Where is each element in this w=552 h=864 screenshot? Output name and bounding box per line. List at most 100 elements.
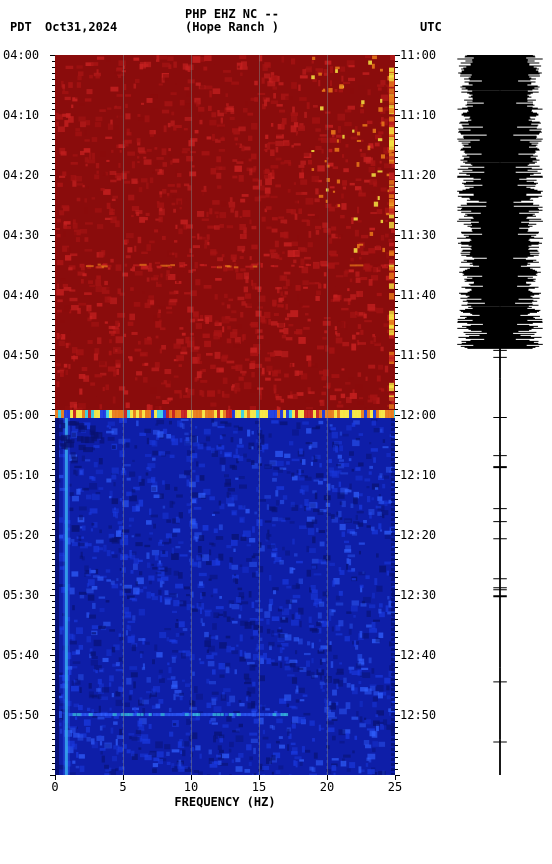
minor-tick	[395, 637, 398, 638]
minor-tick	[395, 691, 398, 692]
minor-tick	[52, 703, 55, 704]
minor-tick	[395, 79, 398, 80]
y-left-tick-label: 05:40	[3, 648, 53, 662]
y-left-tick-label: 04:50	[3, 348, 53, 362]
gridline	[191, 55, 192, 775]
minor-tick	[52, 223, 55, 224]
minor-tick	[395, 163, 398, 164]
minor-tick	[52, 97, 55, 98]
minor-tick	[395, 601, 398, 602]
spectrogram-blue-region	[55, 418, 395, 775]
y-right-tick-label: 12:30	[400, 588, 450, 602]
minor-tick	[395, 283, 398, 284]
minor-tick	[52, 757, 55, 758]
minor-tick	[395, 553, 398, 554]
minor-tick	[395, 547, 398, 548]
minor-tick	[52, 265, 55, 266]
minor-tick	[52, 727, 55, 728]
minor-tick	[395, 193, 398, 194]
minor-tick	[52, 283, 55, 284]
gridline	[327, 55, 328, 775]
y-right-tick-label: 12:20	[400, 528, 450, 542]
minor-tick	[395, 325, 398, 326]
minor-tick	[395, 487, 398, 488]
y-left-tick-label: 04:10	[3, 108, 53, 122]
minor-tick	[395, 409, 398, 410]
x-tick-label: 25	[385, 780, 405, 794]
minor-tick	[52, 685, 55, 686]
minor-tick	[395, 139, 398, 140]
minor-tick	[395, 745, 398, 746]
minor-tick	[52, 325, 55, 326]
minor-tick	[52, 631, 55, 632]
minor-tick	[395, 361, 398, 362]
minor-tick	[395, 589, 398, 590]
minor-tick	[52, 691, 55, 692]
minor-tick	[395, 727, 398, 728]
station-line2: (Hope Ranch )	[185, 20, 279, 34]
minor-tick	[395, 697, 398, 698]
minor-tick	[52, 319, 55, 320]
minor-tick	[395, 97, 398, 98]
minor-tick	[52, 577, 55, 578]
minor-tick	[395, 169, 398, 170]
minor-tick	[395, 121, 398, 122]
minor-tick	[395, 457, 398, 458]
minor-tick	[52, 445, 55, 446]
waveform-plot	[455, 55, 545, 775]
minor-tick	[395, 271, 398, 272]
y-left-tick-label: 05:00	[3, 408, 53, 422]
y-right-tick-label: 12:00	[400, 408, 450, 422]
minor-tick	[52, 307, 55, 308]
minor-tick	[395, 151, 398, 152]
minor-tick	[52, 433, 55, 434]
minor-tick	[52, 451, 55, 452]
minor-tick	[52, 103, 55, 104]
minor-tick	[52, 253, 55, 254]
minor-tick	[52, 739, 55, 740]
minor-tick	[395, 181, 398, 182]
minor-tick	[52, 133, 55, 134]
minor-tick	[52, 247, 55, 248]
minor-tick	[395, 127, 398, 128]
minor-tick	[395, 649, 398, 650]
minor-tick	[52, 733, 55, 734]
y-right-tick-label: 12:40	[400, 648, 450, 662]
minor-tick	[52, 67, 55, 68]
minor-tick	[395, 385, 398, 386]
minor-tick	[52, 187, 55, 188]
x-tick-label: 10	[181, 780, 201, 794]
minor-tick	[395, 187, 398, 188]
minor-tick	[52, 505, 55, 506]
minor-tick	[395, 241, 398, 242]
minor-tick	[395, 643, 398, 644]
minor-tick	[52, 679, 55, 680]
y-right-tick-label: 11:30	[400, 228, 450, 242]
minor-tick	[52, 163, 55, 164]
tz-right-label: UTC	[420, 20, 442, 34]
minor-tick	[395, 73, 398, 74]
y-left-tick-label: 04:30	[3, 228, 53, 242]
minor-tick	[395, 337, 398, 338]
y-left-tick-label: 05:20	[3, 528, 53, 542]
minor-tick	[52, 463, 55, 464]
minor-tick	[395, 313, 398, 314]
minor-tick	[52, 769, 55, 770]
minor-tick	[395, 301, 398, 302]
minor-tick	[52, 559, 55, 560]
minor-tick	[395, 103, 398, 104]
y-left-tick-label: 05:30	[3, 588, 53, 602]
minor-tick	[52, 157, 55, 158]
minor-tick	[395, 211, 398, 212]
tz-left-label: PDT	[10, 20, 32, 34]
waveform-trace	[455, 55, 545, 775]
minor-tick	[52, 499, 55, 500]
x-tick-label: 5	[113, 780, 133, 794]
minor-tick	[52, 607, 55, 608]
minor-tick	[52, 385, 55, 386]
minor-tick	[395, 157, 398, 158]
minor-tick	[395, 319, 398, 320]
minor-tick	[395, 331, 398, 332]
minor-tick	[395, 373, 398, 374]
minor-tick	[395, 229, 398, 230]
